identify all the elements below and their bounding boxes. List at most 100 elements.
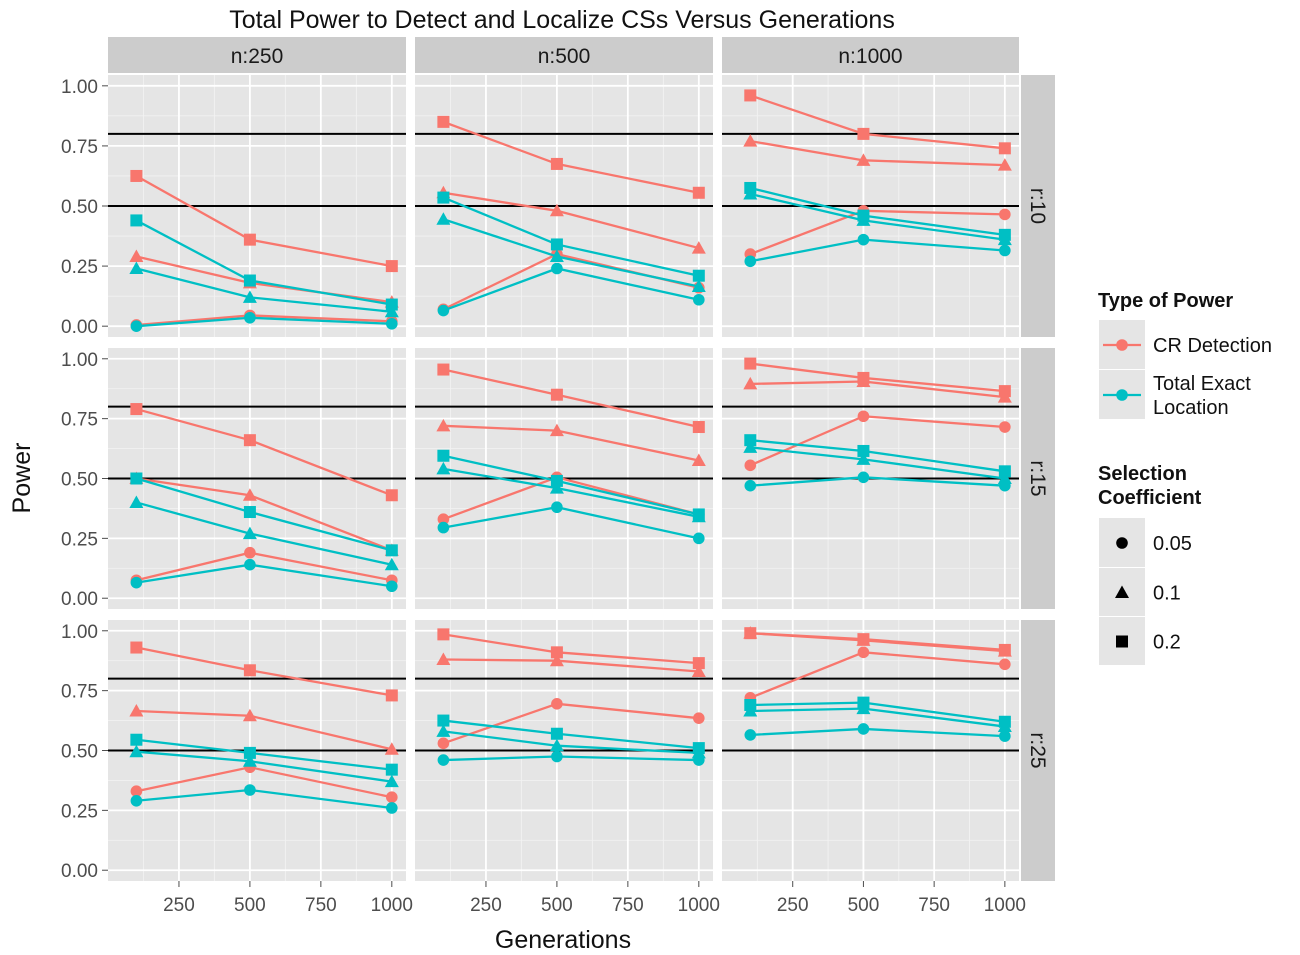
data-point	[385, 763, 398, 776]
data-point	[744, 479, 757, 492]
y-axis-title: Power	[8, 443, 36, 514]
data-point	[551, 262, 563, 275]
y-tick-label: 0.75	[61, 682, 98, 703]
data-point	[437, 363, 450, 376]
data-point	[436, 418, 451, 432]
legend-key-shape	[1116, 635, 1128, 648]
data-point	[129, 249, 144, 262]
data-point	[857, 127, 870, 140]
data-point	[384, 742, 399, 755]
x-tick-label: 750	[305, 895, 337, 916]
strip-row	[1021, 75, 1055, 337]
chart-title: Total Power to Detect and Localize CSs V…	[229, 6, 895, 34]
data-point	[691, 241, 706, 254]
data-point	[436, 212, 451, 225]
x-tick-label: 750	[612, 895, 644, 916]
y-tick-label: 0.00	[61, 589, 98, 610]
data-point	[437, 191, 450, 204]
data-point	[243, 664, 256, 677]
data-point	[244, 784, 256, 796]
strip-col-label: n:500	[538, 45, 591, 68]
data-point	[385, 544, 398, 557]
panel-data	[743, 89, 1012, 268]
data-point	[692, 186, 705, 199]
data-point	[242, 290, 257, 303]
legend-color-title: Type of Power	[1098, 290, 1233, 312]
strip-col	[415, 37, 713, 73]
data-point	[857, 471, 870, 484]
strip-row-label: r:15	[1026, 460, 1049, 496]
data-point	[857, 646, 870, 659]
y-tick-label: 0.50	[61, 470, 98, 491]
data-point	[549, 653, 564, 667]
data-point	[857, 233, 870, 246]
data-point	[129, 744, 144, 758]
data-point	[130, 214, 143, 227]
data-point	[744, 729, 757, 741]
x-tick-label: 250	[777, 895, 809, 916]
panel-data	[743, 626, 1012, 742]
data-point	[550, 238, 563, 251]
data-point	[743, 440, 758, 453]
data-point	[998, 142, 1011, 155]
y-tick-label: 0.75	[61, 137, 98, 158]
strip-col	[722, 37, 1019, 73]
panel-data	[436, 628, 706, 766]
data-point	[130, 785, 143, 798]
y-tick-label: 0.75	[61, 410, 98, 431]
data-point	[551, 698, 563, 710]
data-point	[437, 304, 450, 317]
data-point	[857, 410, 870, 423]
data-point	[243, 746, 256, 759]
x-tick-label: 1000	[678, 895, 720, 916]
data-point	[691, 279, 706, 293]
legend-shape-label: 0.2	[1153, 632, 1181, 654]
y-tick-label: 1.00	[61, 622, 98, 643]
data-point	[436, 652, 451, 666]
data-point	[436, 461, 451, 475]
data-point	[997, 158, 1012, 171]
x-axis-title: Generations	[495, 926, 631, 954]
y-tick-label: 0.25	[61, 801, 98, 822]
data-point	[857, 444, 870, 457]
data-point	[242, 754, 257, 767]
data-point	[998, 465, 1011, 478]
x-tick-label: 500	[848, 895, 880, 916]
data-point	[551, 750, 563, 763]
legend-key-point	[1116, 339, 1128, 351]
panel-data	[436, 115, 706, 317]
data-point	[130, 641, 143, 654]
x-tick-label: 750	[918, 895, 950, 916]
data-point	[693, 712, 705, 724]
data-point	[130, 733, 143, 746]
y-tick-label: 0.50	[61, 742, 98, 763]
panel-grid: n:250 n:500 n:1000 r:10 r:15 r:25 0.00 0.25 0.50…	[61, 37, 1055, 916]
data-point	[386, 791, 398, 803]
data-point	[550, 388, 563, 401]
data-point	[743, 376, 758, 390]
data-point	[130, 576, 143, 589]
data-point	[129, 495, 144, 508]
data-point	[744, 255, 757, 268]
legend: Type of Power CR Detection Total Exact Loca…	[1098, 290, 1272, 665]
data-point	[998, 228, 1011, 241]
y-tick-label: 0.25	[61, 529, 98, 550]
data-point	[384, 557, 399, 571]
data-point	[551, 501, 563, 514]
data-point	[999, 244, 1011, 257]
panel-data	[743, 357, 1012, 492]
data-point	[744, 89, 757, 102]
data-point	[743, 134, 758, 147]
data-point	[997, 471, 1012, 484]
x-tick-label: 250	[163, 895, 195, 916]
panel-data	[129, 641, 399, 814]
data-point	[130, 794, 143, 807]
data-point	[243, 233, 256, 246]
data-point	[437, 714, 450, 727]
data-point	[999, 208, 1011, 221]
y-tick-label: 1.00	[61, 77, 98, 98]
data-point	[129, 261, 144, 274]
panel-data	[436, 363, 706, 545]
data-point	[744, 181, 757, 194]
